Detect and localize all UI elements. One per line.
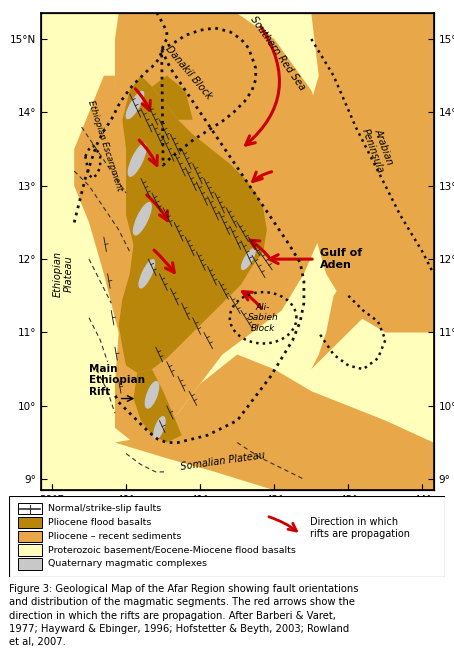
Text: Gulf of
Aden: Gulf of Aden	[320, 248, 362, 270]
Text: Figure 3: Geological Map of the Afar Region showing fault orientations
and distr: Figure 3: Geological Map of the Afar Reg…	[9, 584, 359, 647]
Text: Ethiopian Escarpment: Ethiopian Escarpment	[86, 99, 124, 192]
Polygon shape	[133, 369, 182, 442]
Polygon shape	[89, 13, 334, 442]
Text: Ali-
Sabieh
Block: Ali- Sabieh Block	[248, 303, 278, 333]
Bar	[18, 503, 42, 514]
Bar	[18, 544, 42, 556]
Polygon shape	[296, 13, 434, 332]
Polygon shape	[74, 75, 115, 222]
Bar	[18, 530, 42, 542]
Text: Pliocene flood basalts: Pliocene flood basalts	[48, 518, 152, 527]
Polygon shape	[296, 13, 434, 369]
Text: Normal/strike-slip faults: Normal/strike-slip faults	[48, 504, 162, 513]
Text: Quaternary magmatic complexes: Quaternary magmatic complexes	[48, 560, 207, 568]
Bar	[18, 517, 42, 528]
Polygon shape	[115, 355, 434, 490]
Ellipse shape	[145, 382, 158, 408]
Ellipse shape	[242, 249, 255, 269]
Text: Somalian Plateau: Somalian Plateau	[179, 450, 265, 472]
Text: Main
Ethiopian
Rift: Main Ethiopian Rift	[89, 364, 145, 397]
Ellipse shape	[139, 259, 154, 288]
Text: Arabian
Peninsula: Arabian Peninsula	[360, 123, 396, 175]
Text: Proterozoic basement/Eocene-Miocene flood basalts: Proterozoic basement/Eocene-Miocene floo…	[48, 546, 296, 554]
Ellipse shape	[133, 203, 151, 235]
Polygon shape	[152, 75, 193, 119]
Ellipse shape	[154, 417, 165, 439]
Text: Danakil Block: Danakil Block	[164, 43, 214, 101]
Polygon shape	[118, 75, 267, 373]
Ellipse shape	[126, 91, 143, 119]
Text: Pliocene – recent sediments: Pliocene – recent sediments	[48, 532, 182, 541]
Ellipse shape	[128, 144, 146, 176]
Text: Southern Red Sea: Southern Red Sea	[249, 15, 307, 93]
Bar	[18, 558, 42, 570]
Text: Direction in which
rifts are propagation: Direction in which rifts are propagation	[310, 518, 410, 539]
Text: Ethiopian
Plateau: Ethiopian Plateau	[52, 251, 74, 297]
